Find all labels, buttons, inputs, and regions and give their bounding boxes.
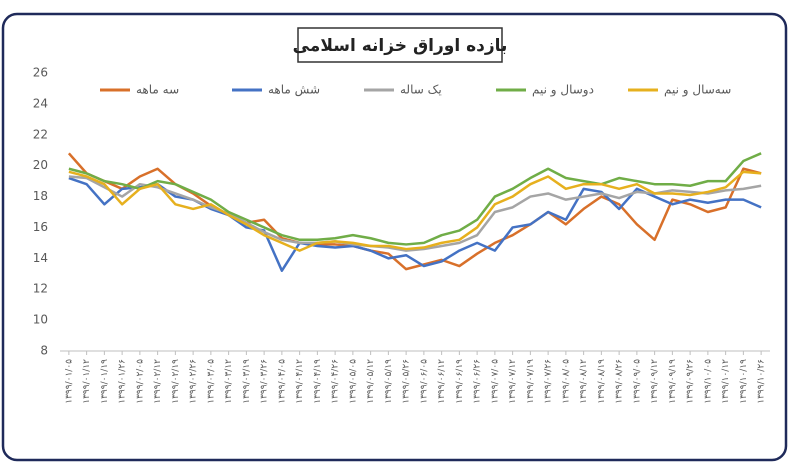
x-tick-label: ۱۳۹۹/۰۲/۱۲ xyxy=(153,359,163,404)
x-tick-label: ۱۳۹۹/۰۸/۱۹ xyxy=(597,359,607,404)
x-tick-label: ۱۳۹۹/۰۲/۲۶ xyxy=(189,359,199,404)
x-tick-label: ۱۳۹۹/۰۱/۲۶ xyxy=(118,359,128,404)
x-tick-label: ۱۳۹۹/۰۵/۲۶ xyxy=(402,359,412,404)
y-tick-label: 12 xyxy=(33,282,48,296)
x-tick-label: ۱۳۹۹/۰۶/۲۶ xyxy=(473,359,483,404)
series-line xyxy=(68,152,762,246)
x-tick-label: ۱۳۹۹/۰۹/۱۹ xyxy=(668,359,678,404)
x-tick-label: ۱۳۹۹/۰۶/۰۵ xyxy=(419,359,429,404)
x-tick-label: ۱۳۹۹/۰۸/۲۶ xyxy=(615,359,625,404)
x-tick-label: ۱۳۹۹/۰۳/۱۹ xyxy=(242,359,252,404)
y-tick-label: 20 xyxy=(33,158,48,172)
y-tick-label: 8 xyxy=(40,344,48,358)
x-tick-label: ۱۳۹۹/۰۳/۰۵ xyxy=(206,359,216,404)
x-tick-label: ۱۳۹۹/۰۱/۰۵ xyxy=(64,359,74,404)
x-tick-label: ۱۳۹۹/۰۴/۱۹ xyxy=(313,359,323,404)
x-tick-label: ۱۳۹۹/۰۹/۲۶ xyxy=(686,359,696,404)
y-tick-label: 16 xyxy=(33,220,48,234)
x-tick-label: ۱۳۹۹/۰۹/۱۲ xyxy=(650,359,660,404)
chart-title: بازده اوراق خزانه اسلامی xyxy=(293,36,508,56)
x-tick-label: ۱۳۹۹/۰۱/۱۹ xyxy=(100,359,110,404)
y-tick-label: 10 xyxy=(33,313,48,327)
x-tick-label: ۱۳۹۹/۱۰/۱۹ xyxy=(739,359,749,404)
x-tick-label: ۱۳۹۹/۱۰/۱۲ xyxy=(721,359,731,404)
y-tick-label: 24 xyxy=(33,96,48,110)
legend-label: شش ماهه xyxy=(268,83,320,98)
x-tick-label: ۱۳۹۹/۰۷/۰۵ xyxy=(490,359,500,404)
x-tick-label: ۱۳۹۹/۰۷/۱۲ xyxy=(508,359,518,404)
y-tick-label: 26 xyxy=(33,66,48,80)
x-tick-label: ۱۳۹۹/۰۱/۱۲ xyxy=(82,359,92,404)
title-box xyxy=(297,27,503,63)
x-tick-label: ۱۳۹۹/۰۷/۲۶ xyxy=(544,359,554,404)
x-tick-label: ۱۳۹۹/۰۲/۱۹ xyxy=(171,359,181,404)
x-tick-label: ۱۳۹۹/۰۸/۱۲ xyxy=(579,359,589,404)
x-tick-label: ۱۳۹۹/۰۵/۱۲ xyxy=(366,359,376,404)
x-tick-label: ۱۳۹۹/۰۹/۰۵ xyxy=(632,359,642,404)
y-tick-label: 22 xyxy=(33,127,48,141)
x-tick-label: ۱۳۹۹/۰۷/۱۹ xyxy=(526,359,536,404)
y-tick-label: 14 xyxy=(33,251,48,265)
series-line xyxy=(68,170,762,252)
x-tick-label: ۱۳۹۹/۰۳/۱۲ xyxy=(224,359,234,404)
x-tick-label: ۱۳۹۹/۱۰/۲۶ xyxy=(757,359,767,404)
x-tick-label: ۱۳۹۹/۰۳/۲۶ xyxy=(260,359,270,404)
x-tick-label: ۱۳۹۹/۰۶/۱۹ xyxy=(455,359,465,404)
legend-label: سه‌سال و نیم xyxy=(664,83,731,98)
x-tick-label: ۱۳۹۹/۰۲/۰۵ xyxy=(135,359,145,404)
y-tick-label: 18 xyxy=(33,189,48,203)
x-tick-label: ۱۳۹۹/۱۰/۰۵ xyxy=(703,359,713,404)
x-tick-label: ۱۳۹۹/۰۸/۰۵ xyxy=(561,359,571,404)
x-tick-label: ۱۳۹۹/۰۵/۰۵ xyxy=(348,359,358,404)
x-tick-label: ۱۳۹۹/۰۵/۱۹ xyxy=(384,359,394,404)
legend-label: یک ساله xyxy=(400,83,442,97)
legend-label: سه ماهه xyxy=(136,83,179,97)
legend-label: دوسال و نیم xyxy=(532,83,594,98)
x-tick-label: ۱۳۹۹/۰۴/۲۶ xyxy=(331,359,341,404)
x-tick-label: ۱۳۹۹/۰۴/۱۲ xyxy=(295,359,305,404)
frame xyxy=(1,12,788,462)
x-tick-label: ۱۳۹۹/۰۴/۰۵ xyxy=(277,359,287,404)
x-tick-label: ۱۳۹۹/۰۶/۱۲ xyxy=(437,359,447,404)
series-line xyxy=(68,175,762,252)
